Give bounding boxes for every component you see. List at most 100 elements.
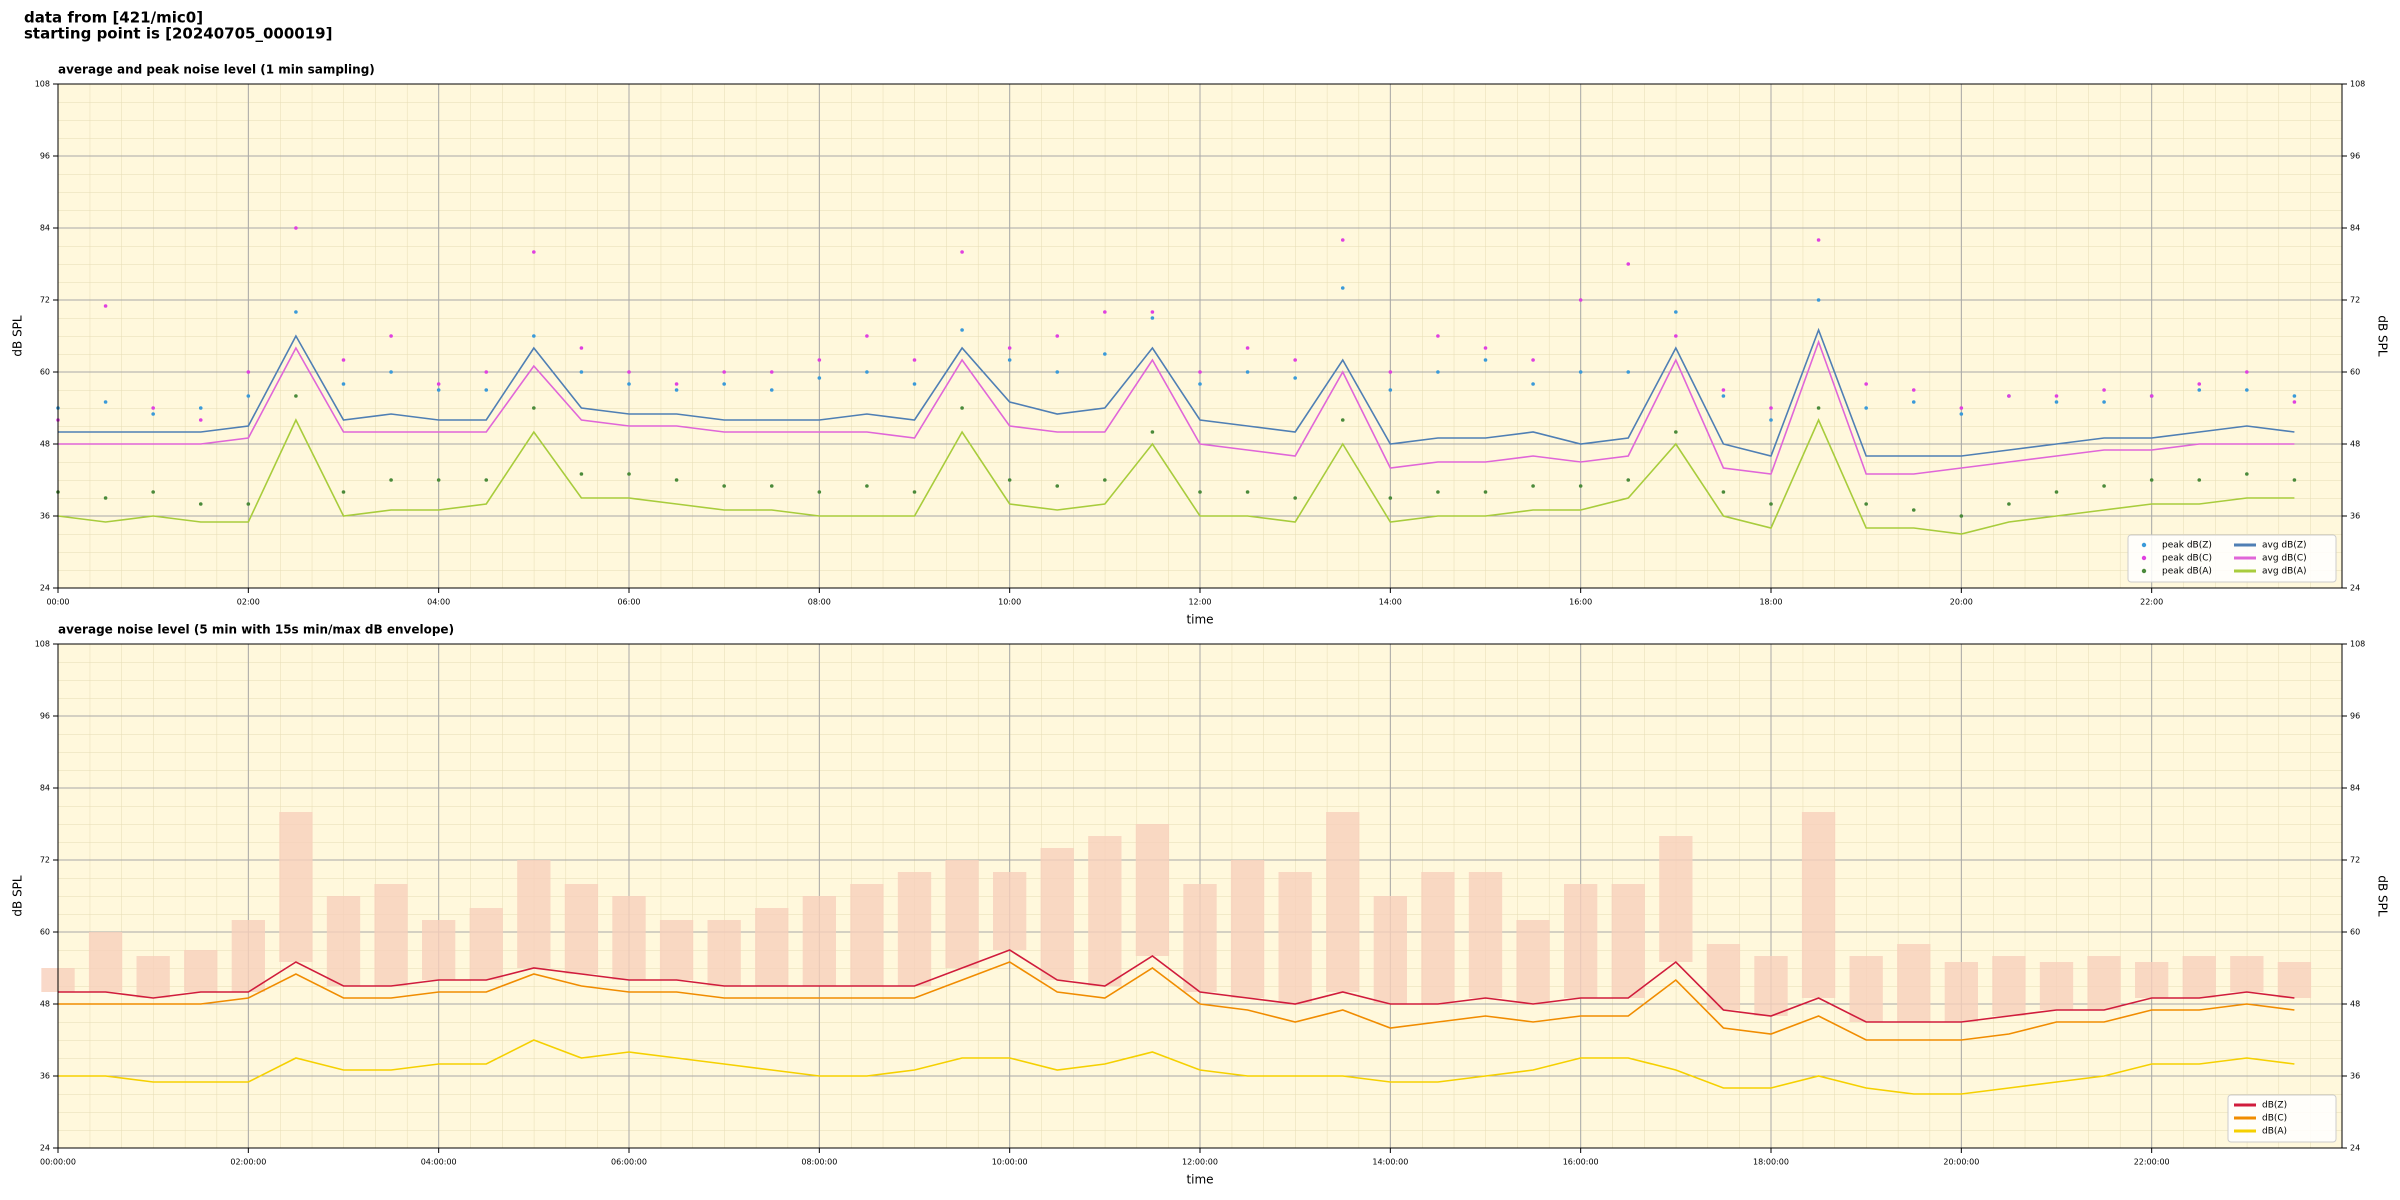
y-axis-label: dB SPL	[2376, 875, 2390, 917]
peak-point	[912, 382, 917, 386]
envelope	[184, 950, 218, 992]
peak-point	[1721, 388, 1726, 392]
peak-point	[1055, 334, 1060, 338]
peak-point	[2292, 394, 2297, 398]
peak-point	[1055, 370, 1060, 374]
envelope	[2039, 962, 2074, 1010]
y-tick-label: 36	[40, 512, 50, 521]
envelope	[993, 872, 1027, 950]
peak-point	[1531, 358, 1535, 362]
peak-point	[532, 250, 536, 254]
y-tick-label: 36	[2350, 512, 2360, 521]
peak-point	[246, 370, 251, 374]
peak-point	[2007, 502, 2011, 506]
x-axis-label: time	[1186, 613, 1213, 627]
peak-point	[722, 370, 726, 374]
x-tick-label: 00:00	[46, 598, 69, 607]
peak-point	[1816, 238, 1821, 242]
legend-label: peak dB(Z)	[2162, 541, 2212, 551]
envelope	[1230, 860, 1265, 998]
peak-point	[1531, 484, 1535, 488]
peak-point	[1674, 334, 1678, 338]
peak-point	[912, 490, 917, 494]
peak-point	[389, 370, 393, 374]
y-tick-label: 36	[2350, 1072, 2360, 1081]
legend-label: avg dB(Z)	[2262, 541, 2307, 551]
peak-point	[2007, 394, 2011, 398]
y-tick-label: 72	[40, 296, 50, 305]
peak-point	[1959, 412, 1964, 416]
x-tick-label: 16:00	[1569, 598, 1592, 607]
x-tick-label: 06:00:00	[611, 1158, 647, 1167]
envelope	[136, 956, 170, 998]
peak-point	[1340, 238, 1345, 242]
peak-point	[484, 478, 489, 482]
y-tick-label: 48	[2350, 440, 2360, 449]
peak-point	[1198, 382, 1202, 386]
x-tick-label: 14:00	[1379, 598, 1402, 607]
peak-point	[817, 358, 822, 362]
peak-point	[246, 502, 251, 506]
peak-point	[865, 370, 869, 374]
peak-point	[532, 334, 536, 338]
envelope	[422, 920, 456, 980]
y-tick-label: 36	[40, 1072, 50, 1081]
envelope	[1040, 848, 1074, 980]
peak-point	[2197, 388, 2202, 392]
peak-point	[1483, 358, 1488, 362]
peak-point	[1340, 418, 1345, 422]
series-line	[57, 418, 2295, 535]
peak-point	[1674, 310, 1678, 314]
y-tick-label: 60	[2350, 928, 2360, 937]
peak-point	[1245, 346, 1250, 350]
x-tick-label: 00:00:00	[40, 1158, 76, 1167]
peak-point	[912, 358, 917, 362]
x-tick-label: 10:00:00	[992, 1158, 1028, 1167]
envelope	[1516, 920, 1550, 1004]
peak-point	[1388, 388, 1393, 392]
peak-point	[722, 382, 726, 386]
envelope	[2087, 956, 2121, 1010]
x-tick-label: 22:00	[2140, 598, 2163, 607]
peak-point	[769, 484, 774, 488]
envelope	[469, 908, 503, 980]
peak-point	[1911, 508, 1916, 512]
envelope	[231, 920, 265, 992]
plot-frame	[57, 83, 2343, 589]
x-tick-label: 16:00:00	[1563, 1158, 1599, 1167]
peak-point	[627, 472, 631, 476]
chart-title: average noise level (5 min with 15s min/…	[58, 623, 454, 637]
x-tick-label: 10:00	[998, 598, 1021, 607]
header-line: starting point is [20240705_000019]	[24, 25, 332, 43]
envelope	[2230, 956, 2264, 992]
peak-point	[2245, 388, 2249, 392]
x-tick-label: 02:00	[237, 598, 260, 607]
series-line	[58, 339, 2295, 475]
y-tick-label: 96	[40, 152, 50, 161]
peak-point	[769, 388, 774, 392]
peak-point	[817, 490, 822, 494]
legend-marker	[2141, 542, 2147, 548]
envelope	[1897, 944, 1931, 1022]
x-tick-label: 12:00:00	[1182, 1158, 1218, 1167]
peak-point	[436, 388, 441, 392]
legend-label: peak dB(C)	[2162, 554, 2212, 564]
envelope	[2135, 962, 2169, 998]
peak-point	[2102, 400, 2106, 404]
envelope	[88, 932, 123, 992]
envelope	[326, 896, 361, 986]
peak-point	[341, 358, 346, 362]
peak-point	[198, 406, 203, 410]
peak-point	[1245, 370, 1250, 374]
envelope	[1611, 884, 1645, 998]
header-line: data from [421/mic0]	[24, 9, 203, 27]
envelope	[1421, 872, 1455, 1004]
peak-point	[103, 496, 108, 500]
y-tick-label: 24	[2350, 584, 2360, 593]
x-tick-label: 18:00	[1759, 598, 1782, 607]
peak-point	[532, 406, 536, 410]
peak-point	[294, 310, 298, 314]
peak-point	[865, 334, 869, 338]
peak-point	[1007, 478, 1012, 482]
